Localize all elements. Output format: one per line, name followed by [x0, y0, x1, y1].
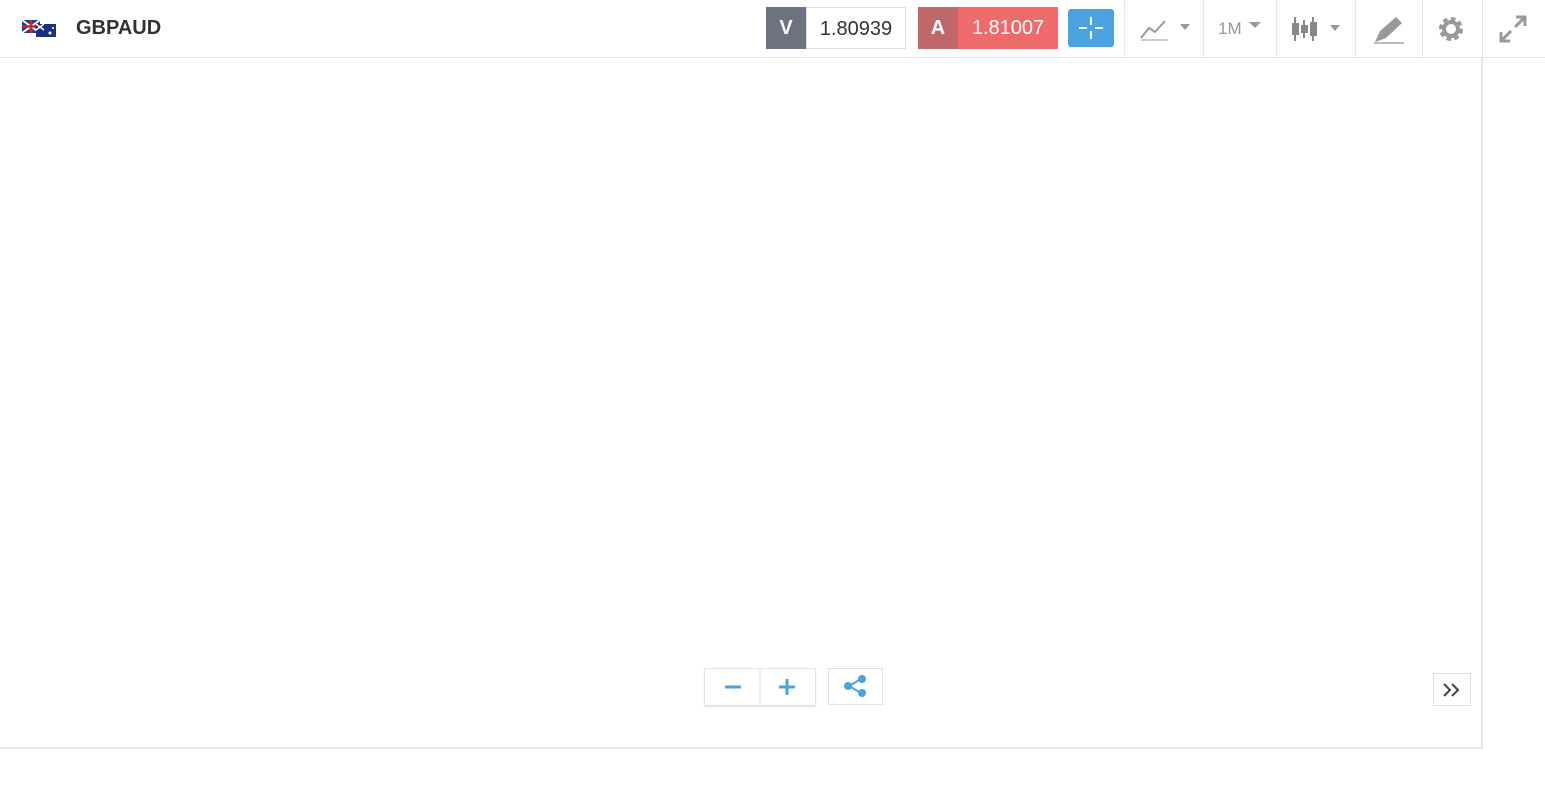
- toolbar: GBPAUD V 1.80939 A 1.81007 1M: [0, 0, 1545, 58]
- separator: [1482, 0, 1483, 57]
- crosshair-button[interactable]: [1068, 9, 1114, 47]
- separator: [1124, 0, 1125, 57]
- chart-type-button[interactable]: [1138, 16, 1194, 42]
- chart: [0, 58, 1483, 749]
- buy-label[interactable]: A: [918, 7, 958, 49]
- share-button[interactable]: [828, 668, 883, 705]
- dropdown-arrow: [1249, 22, 1261, 28]
- fullscreen-button[interactable]: [1498, 14, 1528, 44]
- buy-price[interactable]: 1.81007: [958, 7, 1058, 49]
- separator: [1355, 0, 1356, 57]
- candle-type-button[interactable]: [1290, 14, 1346, 44]
- flag-icon: [22, 20, 56, 37]
- symbol: GBPAUD: [76, 17, 162, 39]
- settings-button[interactable]: [1436, 14, 1466, 44]
- scroll-end-button[interactable]: [1433, 673, 1471, 706]
- separator: [1203, 0, 1204, 57]
- sell-label[interactable]: V: [766, 7, 806, 49]
- zoom-in-button[interactable]: [779, 679, 795, 695]
- zoom-controls: [704, 668, 816, 706]
- separator: [1276, 0, 1277, 57]
- sell-price[interactable]: 1.80939: [806, 7, 906, 49]
- zoom-icons: [725, 669, 795, 705]
- draw-tool-button[interactable]: [1372, 14, 1406, 44]
- timeframe[interactable]: 1M: [1218, 19, 1242, 38]
- separator: [1422, 0, 1423, 57]
